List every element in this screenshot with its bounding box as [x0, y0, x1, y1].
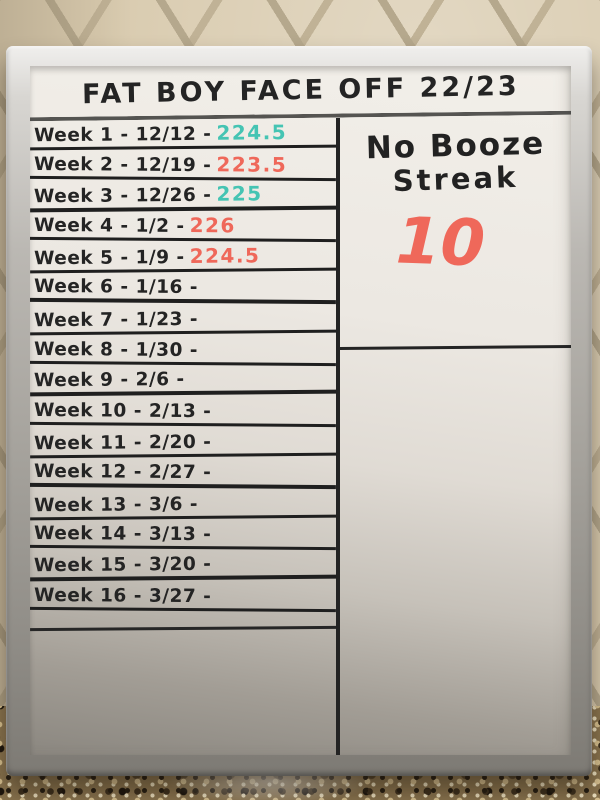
- board-content: Week 1 - 12/12 -224.5 Week 2 - 12/19 -223…: [30, 116, 571, 755]
- week-weight-value: 226: [189, 213, 236, 238]
- week-row: Week 1 - 12/12 -224.5: [30, 116, 337, 151]
- week-label: Week 2 - 12/19 -: [33, 153, 212, 176]
- week-label: Week 4 - 1/2 -: [33, 215, 185, 238]
- week-row: Week 15 - 3/20 -: [30, 547, 337, 582]
- streak-count: 10: [394, 204, 487, 282]
- week-label: Week 7 - 1/23 -: [33, 308, 199, 331]
- week-label: Week 1 - 12/12 -: [33, 123, 212, 147]
- week-weight-value: 224.5: [216, 119, 288, 145]
- week-row: Week 6 - 1/16 -: [30, 270, 337, 304]
- week-label: Week 15 - 3/20 -: [33, 553, 212, 577]
- week-weight-value: 223.5: [216, 151, 288, 177]
- week-row: Week 2 - 12/19 -223.5: [30, 147, 337, 181]
- week-weight-value: 225: [216, 180, 263, 206]
- week-row: Week 5 - 1/9 -224.5: [30, 239, 337, 274]
- week-label: Week 13 - 3/6 -: [33, 493, 199, 516]
- streak-divider-line: [339, 344, 571, 351]
- whiteboard-surface: FAT BOY FACE OFF 22/23 Week 1 - 12/12 -2…: [30, 66, 571, 755]
- week-label: Week 11 - 2/20 -: [33, 431, 212, 455]
- board-title: FAT BOY FACE OFF 22/23: [81, 70, 520, 110]
- streak-panel: No Booze Streak 10: [339, 118, 571, 755]
- week-row: Week 13 - 3/6 -: [30, 486, 337, 520]
- week-row: Week 10 - 2/13 -: [30, 394, 337, 428]
- week-label: Week 6 - 1/16 -: [33, 275, 199, 298]
- week-row: Week 3 - 12/26 -225: [30, 178, 337, 212]
- week-label: Week 8 - 1/30 -: [33, 338, 199, 361]
- week-row: Week 12 - 2/27 -: [30, 455, 337, 489]
- week-label: Week 5 - 1/9 -: [33, 246, 185, 270]
- week-weight-value: 224.5: [189, 243, 261, 268]
- streak-title-line2: Streak: [392, 159, 519, 199]
- week-row: Week 11 - 2/20 -: [30, 424, 337, 459]
- week-row: Week 9 - 2/6 -: [30, 363, 337, 397]
- week-row: Week 7 - 1/23 -: [30, 301, 337, 335]
- whiteboard-frame: FAT BOY FACE OFF 22/23 Week 1 - 12/12 -2…: [6, 46, 592, 776]
- week-label: Week 3 - 12/26 -: [33, 184, 212, 207]
- week-label: Week 16 - 3/27 -: [33, 584, 212, 607]
- week-row: Week 8 - 1/30 -: [30, 332, 337, 366]
- week-row: Week 16 - 3/27 -: [30, 578, 337, 612]
- week-label: Week 9 - 2/6 -: [33, 369, 185, 392]
- title-row: FAT BOY FACE OFF 22/23: [30, 66, 571, 114]
- week-row: Week 4 - 1/2 -226: [30, 209, 337, 243]
- week-label: Week 14 - 3/13 -: [33, 523, 212, 546]
- empty-ruled-row: [30, 609, 337, 631]
- week-label: Week 10 - 2/13 -: [33, 399, 212, 423]
- weeks-table: Week 1 - 12/12 -224.5 Week 2 - 12/19 -223…: [30, 116, 340, 755]
- week-label: Week 12 - 2/27 -: [33, 460, 212, 483]
- week-row: Week 14 - 3/13 -: [30, 517, 337, 551]
